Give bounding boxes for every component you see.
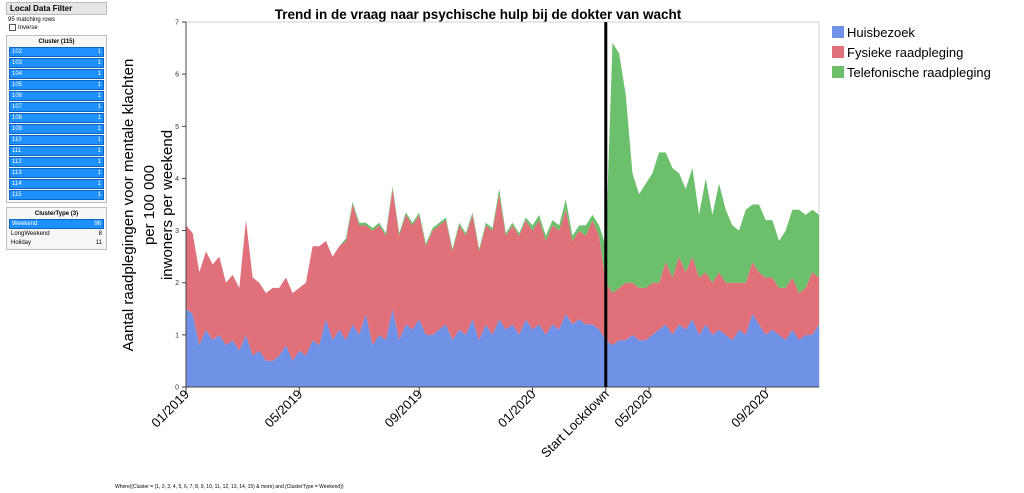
x-tick-label: 01/2020 [495,387,539,431]
clustertype-item[interactable]: Weekend 96 [9,219,104,229]
cluster-item-count: 1 [97,159,101,165]
cluster-item-label: 114 [12,181,22,187]
area-series-group [186,42,819,387]
legend-swatch [832,26,844,38]
cluster-item[interactable]: 102 1 [9,47,104,57]
cluster-item[interactable]: 106 1 [9,91,104,101]
x-tick-label: 01/2019 [148,387,192,431]
clustertype-item-count: 96 [94,221,101,227]
filter-header[interactable]: Local Data Filter [6,2,107,15]
y-axis-label-line: Aantal raadplegingen voor mentale klacht… [120,59,137,352]
legend-label: Fysieke raadpleging [847,45,963,60]
chart-title: Trend in de vraag naar psychische hulp b… [275,7,682,22]
y-tick-label: 5 [175,124,179,131]
y-axis-label-line: inwoners per weekend [159,130,176,280]
clustertype-item-count: 8 [98,231,102,237]
cluster-item-label: 106 [12,93,23,99]
cluster-filter-box: Cluster (115) 102 1 103 1 104 1 105 1 106 1 107 1 10… [6,35,107,203]
clustertype-item[interactable]: Holiday 11 [9,239,104,247]
y-tick-label: 4 [175,176,179,183]
cluster-item-count: 1 [97,170,101,176]
cluster-item-label: 109 [12,126,23,132]
area-huisbezoek [186,308,819,387]
legend-label: Telefonische raadpleging [847,65,991,80]
inverse-option[interactable]: Inverse [9,24,107,31]
cluster-item[interactable]: 110 1 [9,135,104,145]
y-tick-label: 0 [175,385,179,392]
cluster-item-label: 115 [12,192,22,198]
where-clause: Where((Cluster = (1, 2, 3, 4, 5, 6, 7, 8… [115,484,344,490]
cluster-item[interactable]: 112 1 [9,157,104,167]
inverse-checkbox[interactable] [9,24,16,31]
cluster-filter-title: Cluster (115) [38,39,75,45]
cluster-item-count: 1 [97,93,101,99]
cluster-item-count: 1 [97,60,101,66]
area-fysieke-raadpleging [186,188,819,361]
cluster-item-label: 105 [12,82,23,88]
legend-swatch [832,46,844,58]
cluster-list: 102 1 103 1 104 1 105 1 106 1 107 1 108 1 109 1 110 1 111 1… [9,47,104,200]
inverse-label: Inverse [18,24,38,31]
y-axis: 0 1 2 3 4 5 6 7 [175,20,187,392]
cluster-item-count: 1 [97,137,101,143]
y-tick-label: 3 [175,228,179,235]
cluster-item-count: 1 [97,49,101,55]
clustertype-filter-title: ClusterType (3) [34,211,79,217]
cluster-item-count: 1 [97,126,101,132]
y-tick-label: 2 [175,280,179,287]
cluster-item[interactable]: 104 1 [9,69,104,79]
legend-swatch [832,66,844,78]
cluster-item[interactable]: 115 1 [9,190,104,200]
cluster-item-label: 104 [12,71,23,77]
y-axis-label: Aantal raadplegingen voor mentale klacht… [120,59,176,352]
clustertype-item-label: Weekend [12,221,38,227]
cluster-item-label: 103 [12,60,23,66]
clustertype-item-count: 11 [95,240,102,246]
x-tick-label: Start Lockdown [538,387,612,461]
cluster-item-label: 113 [12,170,22,176]
y-tick-label: 6 [175,72,179,79]
clustertype-item-label: LongWeekend [11,231,50,237]
cluster-item-label: 110 [12,137,22,143]
matching-rows-count: 95 matching rows [8,17,56,23]
cluster-item[interactable]: 109 1 [9,124,104,134]
x-tick-label: 05/2020 [611,387,655,431]
x-tick-label: 09/2019 [381,387,425,431]
cluster-item[interactable]: 107 1 [9,102,104,112]
cluster-item[interactable]: 103 1 [9,58,104,68]
y-tick-label: 7 [175,20,179,27]
cluster-item[interactable]: 113 1 [9,168,104,178]
cluster-item-count: 1 [97,192,101,198]
x-axis: 01/2019 05/2019 09/2019 01/2020 Start Lockdo… [148,386,819,461]
cluster-item-label: 112 [12,159,22,165]
legend-label: Huisbezoek [847,25,915,40]
y-axis-label-line: per 100 000 [141,165,158,245]
cluster-item-label: 108 [12,115,23,121]
cluster-item[interactable]: 105 1 [9,80,104,90]
cluster-item[interactable]: 108 1 [9,113,104,123]
cluster-item-count: 1 [97,115,101,121]
cluster-item[interactable]: 111 1 [9,146,104,156]
cluster-item-count: 1 [97,181,101,187]
cluster-item-count: 1 [97,82,101,88]
clustertype-list: Weekend 96 LongWeekend 8 Holiday 11 [9,219,104,247]
x-tick-label: 05/2019 [262,387,306,431]
clustertype-item-label: Holiday [11,240,32,246]
legend: Huisbezoek Fysieke raadpleging Telefonisch… [832,25,991,80]
cluster-item-count: 1 [97,148,101,154]
clustertype-item[interactable]: LongWeekend 8 [9,230,104,238]
local-data-filter-panel: Local Data Filter 95 matching rows Inver… [6,2,107,250]
clustertype-filter-box: ClusterType (3) Weekend 96 LongWeekend 8 Hol… [6,207,107,250]
cluster-item-label: 111 [12,148,22,154]
cluster-item-label: 102 [12,49,23,55]
x-tick-label: 09/2020 [728,387,772,431]
y-tick-label: 1 [175,332,179,339]
cluster-item-count: 1 [97,104,101,110]
cluster-item-count: 1 [97,71,101,77]
cluster-item[interactable]: 114 1 [9,179,104,189]
cluster-item-label: 107 [12,104,23,110]
area-telefonische-raadpleging [186,42,819,294]
